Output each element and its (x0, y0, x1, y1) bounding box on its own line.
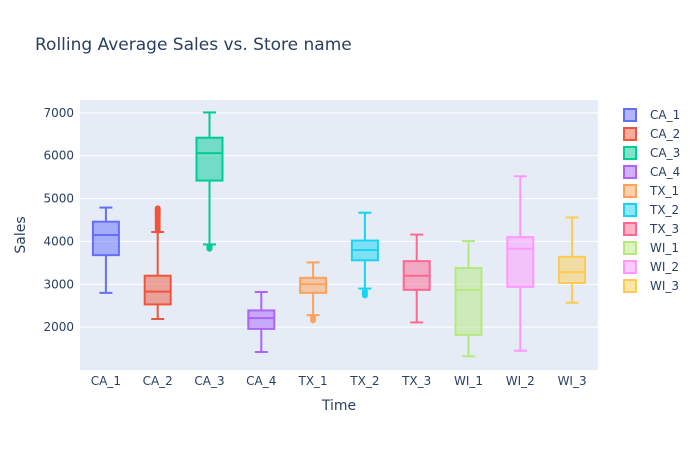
boxes (91, 111, 587, 358)
legend-item-CA_1: CA_1 (623, 108, 680, 122)
outlier-point (361, 288, 368, 295)
legend-swatch (623, 165, 637, 179)
iqr-box (506, 236, 535, 288)
box-CA_2 (143, 205, 172, 320)
box-WI_1 (454, 240, 483, 358)
x-tick-label: CA_3 (194, 374, 224, 388)
iqr-box (195, 136, 224, 182)
x-tick-label: TX_3 (401, 374, 431, 388)
y-tick-label: 5000 (43, 192, 74, 206)
legend-label: CA_4 (650, 165, 680, 179)
x-tick-label: TX_2 (349, 374, 379, 388)
legend-swatch (623, 203, 637, 217)
legend-label: TX_3 (649, 222, 679, 236)
legend-label: CA_2 (650, 127, 680, 141)
y-axis-ticks: 2000 3000 4000 5000 6000 7000 (43, 106, 74, 334)
legend-swatch (623, 108, 637, 122)
legend-label: TX_1 (649, 184, 679, 198)
legend-item-CA_2: CA_2 (623, 127, 680, 141)
box-CA_1 (91, 206, 120, 294)
box-WI_3 (558, 216, 587, 304)
x-tick-label: WI_2 (506, 374, 535, 388)
box-CA_3 (195, 111, 224, 252)
x-tick-label: CA_4 (246, 374, 276, 388)
iqr-box (454, 267, 483, 336)
plot-area (80, 100, 598, 370)
box-WI_2 (506, 175, 535, 352)
legend-item-CA_3: CA_3 (623, 146, 680, 160)
outlier-point (206, 243, 213, 250)
chart-title: Rolling Average Sales vs. Store name (35, 35, 352, 55)
x-tick-label: WI_3 (558, 374, 587, 388)
legend-swatch (623, 184, 637, 198)
legend-swatch (623, 222, 637, 236)
x-axis-ticks: CA_1 CA_2 CA_3 CA_4 TX_1 TX_2 TX_3 WI_1 WI_2 WI_3 (91, 374, 587, 388)
y-tick-label: 2000 (43, 320, 74, 334)
legend-item-WI_3: WI_3 (623, 279, 679, 293)
y-tick-label: 3000 (43, 277, 74, 291)
legend-item-WI_2: WI_2 (623, 260, 679, 274)
x-tick-label: WI_1 (454, 374, 483, 388)
legend-label: WI_3 (650, 279, 679, 293)
x-tick-label: CA_2 (143, 374, 173, 388)
legend-label: CA_3 (650, 146, 680, 160)
legend-item-WI_1: WI_1 (623, 241, 679, 255)
legend-swatch (623, 127, 637, 141)
legend-swatch (623, 241, 637, 255)
box-TX_3 (402, 233, 431, 324)
box-CA_4 (247, 291, 276, 353)
legend-label: CA_1 (650, 108, 680, 122)
box-TX_1 (299, 261, 328, 324)
legend-swatch (623, 146, 637, 160)
y-tick-label: 7000 (43, 106, 74, 120)
outlier-point (310, 314, 317, 321)
iqr-box (299, 276, 328, 294)
legend: CA_1 CA_2 CA_3 CA_4 TX_1 TX_2 TX_3 WI_1 WI_2 WI_3 (623, 108, 680, 293)
y-tick-label: 4000 (43, 234, 74, 248)
iqr-box (91, 220, 120, 257)
iqr-box (247, 309, 276, 330)
legend-label: WI_1 (650, 241, 679, 255)
legend-item-TX_3: TX_3 (623, 222, 679, 236)
y-tick-label: 6000 (43, 149, 74, 163)
outlier-point (154, 205, 161, 212)
legend-item-TX_2: TX_2 (623, 203, 679, 217)
legend-item-TX_1: TX_1 (623, 184, 679, 198)
x-axis-title: Time (321, 398, 356, 414)
y-axis-title: Sales (13, 216, 29, 253)
box-TX_2 (350, 211, 379, 299)
x-tick-label: TX_1 (298, 374, 328, 388)
iqr-box (558, 255, 587, 285)
legend-swatch (623, 260, 637, 274)
legend-swatch (623, 279, 637, 293)
x-tick-label: CA_1 (91, 374, 121, 388)
legend-label: TX_2 (649, 203, 679, 217)
legend-item-CA_4: CA_4 (623, 165, 680, 179)
legend-label: WI_2 (650, 260, 679, 274)
iqr-box (143, 274, 172, 306)
